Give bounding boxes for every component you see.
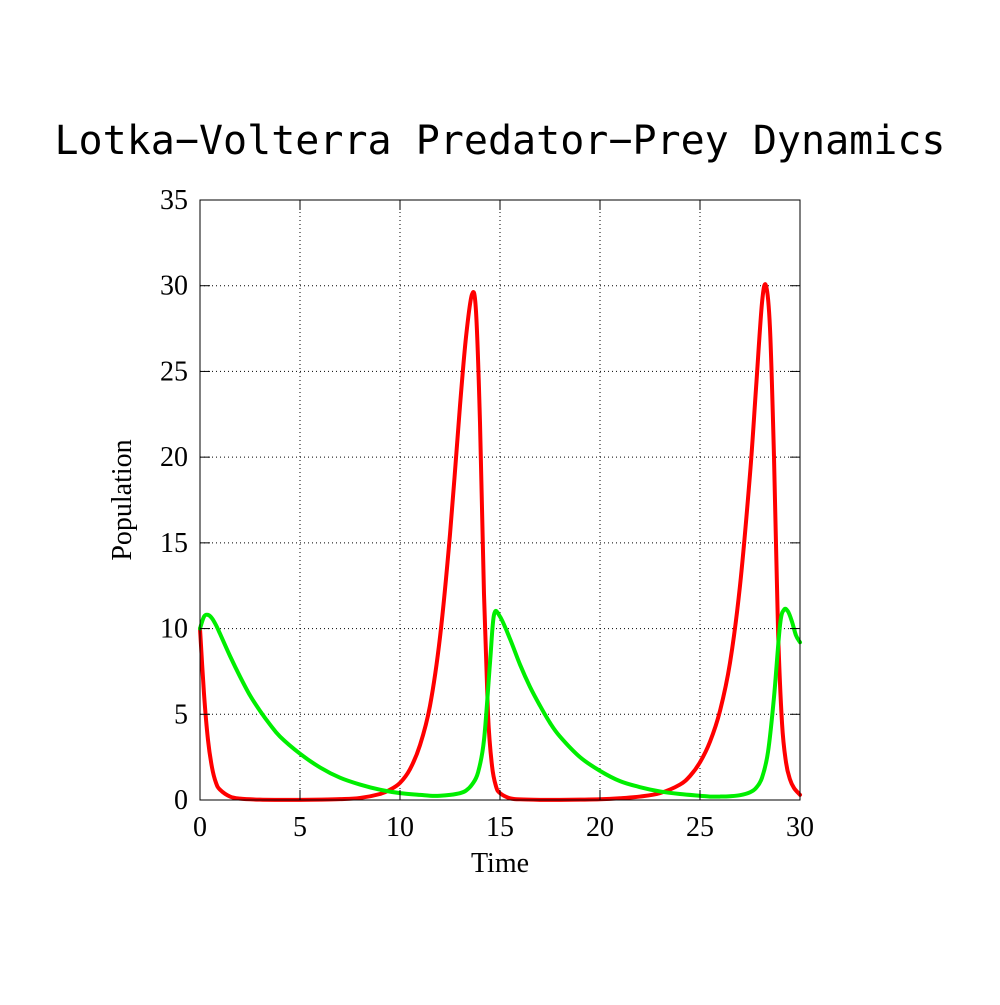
series-layer xyxy=(198,282,802,802)
y-tick-label: 5 xyxy=(174,699,188,730)
y-tick-label: 35 xyxy=(160,185,188,216)
y-tick-label: 30 xyxy=(160,271,188,302)
x-tick-label: 25 xyxy=(686,812,714,843)
x-tick-label: 20 xyxy=(586,812,614,843)
series-line-1 xyxy=(198,606,802,799)
x-tick-label: 10 xyxy=(386,812,414,843)
y-tick-label: 15 xyxy=(160,528,188,559)
y-tick-label: 25 xyxy=(160,356,188,387)
y-tick-label: 0 xyxy=(174,785,188,816)
x-tick-label: 5 xyxy=(293,812,307,843)
grid-layer xyxy=(200,200,800,800)
x-tick-label: 15 xyxy=(486,812,514,843)
chart-title: Lotka−Volterra Predator−Prey Dynamics xyxy=(54,118,946,164)
x-axis-label: Time xyxy=(471,848,529,879)
y-axis-label: Population xyxy=(107,439,138,560)
x-tick-label: 0 xyxy=(193,812,207,843)
plot-frame xyxy=(199,199,801,801)
series-line-0 xyxy=(198,282,802,802)
axis-layer: 0 5 10 15 20 25 30 0 5 10 15 20 25 30 35 xyxy=(160,185,814,843)
y-tick-label: 20 xyxy=(160,442,188,473)
y-tick-label: 10 xyxy=(160,614,188,645)
x-tick-label: 30 xyxy=(786,812,814,843)
